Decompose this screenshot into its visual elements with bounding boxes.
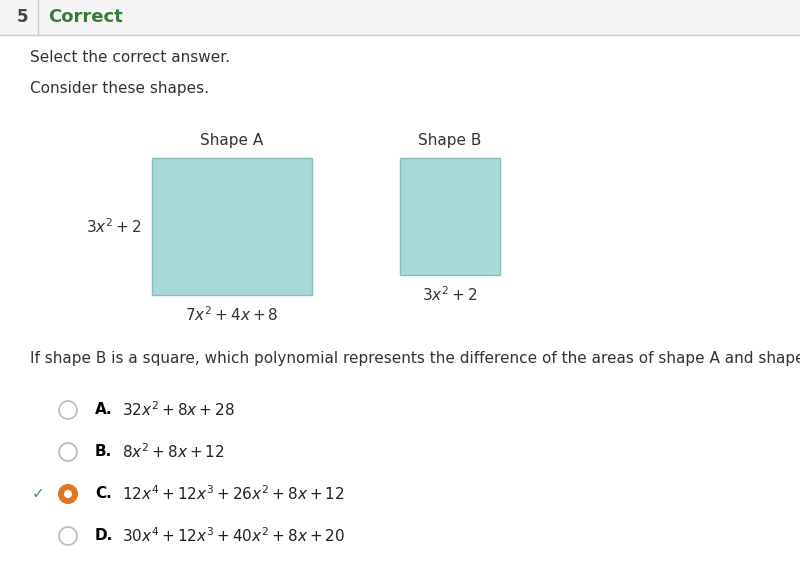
Text: Consider these shapes.: Consider these shapes.	[30, 80, 209, 95]
Text: 5: 5	[16, 9, 28, 27]
Text: Select the correct answer.: Select the correct answer.	[30, 51, 230, 66]
Circle shape	[59, 485, 77, 503]
Text: C.: C.	[95, 487, 112, 502]
Bar	[0, 0, 800, 35]
Text: $8x^2 + 8x + 12$: $8x^2 + 8x + 12$	[122, 443, 225, 462]
Circle shape	[64, 490, 72, 498]
Text: D.: D.	[95, 528, 114, 544]
Text: $7x^2 + 4x + 8$: $7x^2 + 4x + 8$	[186, 305, 278, 324]
Text: $3x^2 + 2$: $3x^2 + 2$	[422, 285, 478, 304]
Text: ✓: ✓	[32, 487, 44, 502]
Text: $30x^4 + 12x^3 + 40x^2 + 8x + 20$: $30x^4 + 12x^3 + 40x^2 + 8x + 20$	[122, 527, 345, 545]
Text: Shape B: Shape B	[418, 133, 482, 148]
Text: A.: A.	[95, 403, 113, 417]
Bar	[400, 158, 500, 275]
Text: $32x^2 + 8x + 28$: $32x^2 + 8x + 28$	[122, 400, 235, 420]
Text: Correct: Correct	[48, 9, 122, 27]
Bar	[152, 158, 312, 295]
Text: If shape B is a square, which polynomial represents the difference of the areas : If shape B is a square, which polynomial…	[30, 350, 800, 365]
Text: B.: B.	[95, 445, 112, 460]
Text: $12x^4 + 12x^3 + 26x^2 + 8x + 12$: $12x^4 + 12x^3 + 26x^2 + 8x + 12$	[122, 485, 345, 503]
Text: Shape A: Shape A	[200, 133, 264, 148]
Text: $3x^2 + 2$: $3x^2 + 2$	[86, 217, 142, 236]
